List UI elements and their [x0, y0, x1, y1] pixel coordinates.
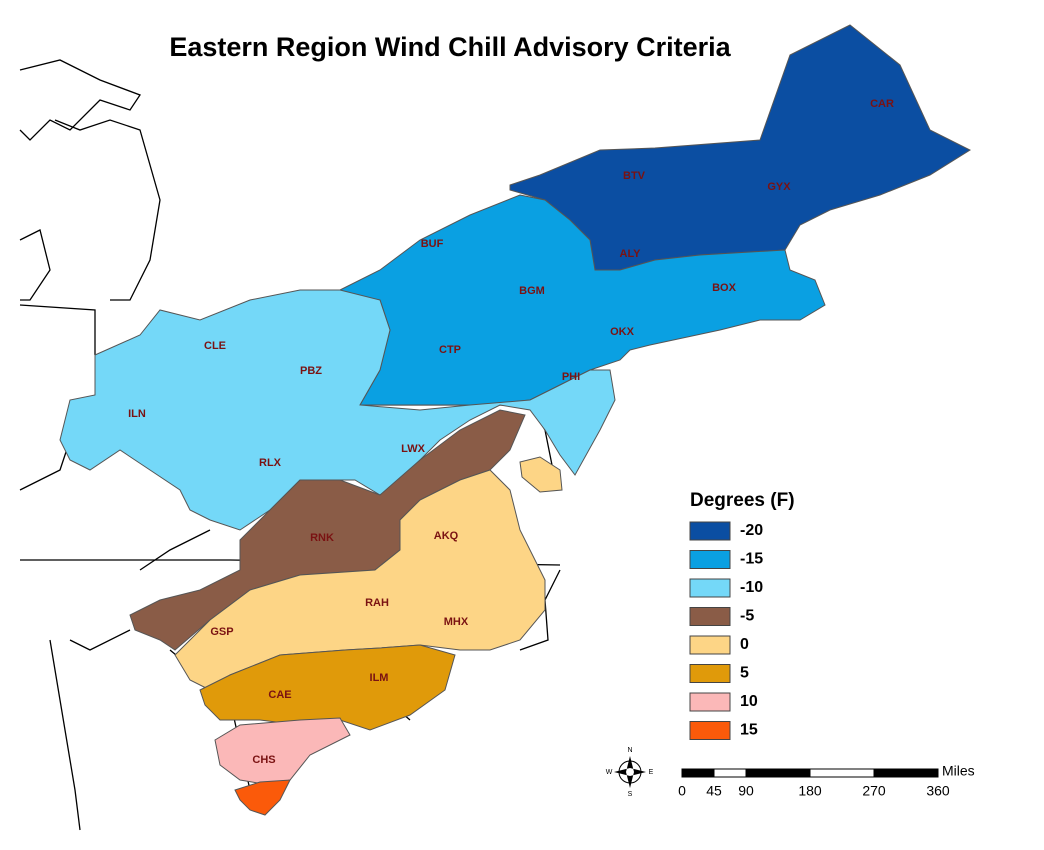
legend-label: 10: [740, 693, 758, 710]
legend-label: -5: [740, 608, 754, 625]
office-label: PHI: [562, 371, 580, 383]
state-line: [19, 304, 96, 355]
legend-label: 0: [740, 636, 749, 653]
state-line: [49, 639, 81, 831]
zone: [519, 456, 563, 493]
office-label: BTV: [623, 170, 646, 182]
office-label: RLX: [259, 457, 282, 469]
legend-swatch: [689, 578, 731, 598]
office-label: MHX: [444, 616, 469, 628]
compass-south: S: [628, 791, 633, 798]
legend-swatch: [689, 550, 731, 569]
map-title: Eastern Region Wind Chill Advisory Crite…: [169, 32, 731, 62]
zone: [199, 644, 456, 731]
legend-swatch: [689, 721, 731, 740]
office-label: ILM: [370, 672, 389, 684]
legend-label: -20: [740, 522, 763, 539]
compass-north: N: [627, 747, 632, 754]
office-label: BGM: [519, 285, 545, 297]
zone: [59, 289, 616, 531]
compass-west: W: [606, 769, 613, 776]
zone: [339, 194, 826, 406]
office-label: LWX: [401, 443, 425, 455]
legend-swatch: [689, 664, 731, 683]
coast-outline: [19, 229, 51, 301]
scale-segment: [873, 768, 939, 778]
office-label: BOX: [712, 282, 737, 294]
coast-outline: [519, 569, 561, 651]
office-label: OKX: [610, 326, 635, 338]
legend-label: 15: [740, 722, 758, 739]
scale-bar: 0 45 90 180 270 360 Miles: [678, 763, 975, 799]
scale-tick-label: 90: [738, 783, 754, 799]
legend-swatch: [689, 692, 731, 712]
zone: [234, 779, 291, 816]
scale-unit: Miles: [942, 763, 975, 779]
zone: [214, 717, 351, 786]
office-label: CAR: [870, 98, 894, 110]
legend-swatch: [689, 635, 731, 655]
office-label: PBZ: [300, 365, 322, 377]
office-label: CLE: [204, 340, 226, 352]
scale-tick-label: 270: [862, 783, 886, 799]
scale-segment: [713, 768, 747, 778]
office-label: ALY: [620, 248, 642, 260]
compass-star: [614, 756, 646, 788]
office-label: ILN: [128, 408, 146, 420]
scale-tick-label: 360: [926, 783, 950, 799]
legend: -20 -15 -10 -5 0 5 10 15: [689, 521, 763, 740]
office-label: GYX: [767, 181, 791, 193]
scale-segment: [681, 768, 715, 778]
office-labels: CAR BTV GYX BUF ALY BGM BOX OKX CLE CTP PBZ PHI ILN L…: [128, 98, 894, 766]
office-label: RAH: [365, 597, 389, 609]
state-line: [69, 629, 131, 651]
office-label: AKQ: [434, 530, 459, 542]
state-line: [139, 529, 211, 571]
legend-swatch: [689, 521, 731, 541]
legend-label: -15: [740, 551, 763, 568]
lake-outline: [19, 59, 141, 141]
legend-label: 5: [740, 665, 749, 682]
scale-tick-label: 180: [798, 783, 822, 799]
office-label: CAE: [268, 689, 291, 701]
office-label: BUF: [421, 238, 444, 250]
scale-tick-label: 45: [706, 783, 722, 799]
office-label: GSP: [210, 626, 233, 638]
office-label: CHS: [252, 754, 275, 766]
coast-outline: [54, 119, 161, 301]
legend-swatch: [689, 607, 731, 626]
legend-title: Degrees (F): [690, 490, 795, 511]
compass-east: E: [649, 769, 654, 776]
office-label: RNK: [310, 532, 334, 544]
zones: [59, 24, 972, 816]
scale-segment: [809, 768, 875, 778]
compass: N S E W: [606, 747, 654, 798]
scale-tick-label: 0: [678, 783, 686, 799]
scale-segment: [745, 768, 811, 778]
office-label: CTP: [439, 344, 461, 356]
legend-label: -10: [740, 579, 763, 596]
